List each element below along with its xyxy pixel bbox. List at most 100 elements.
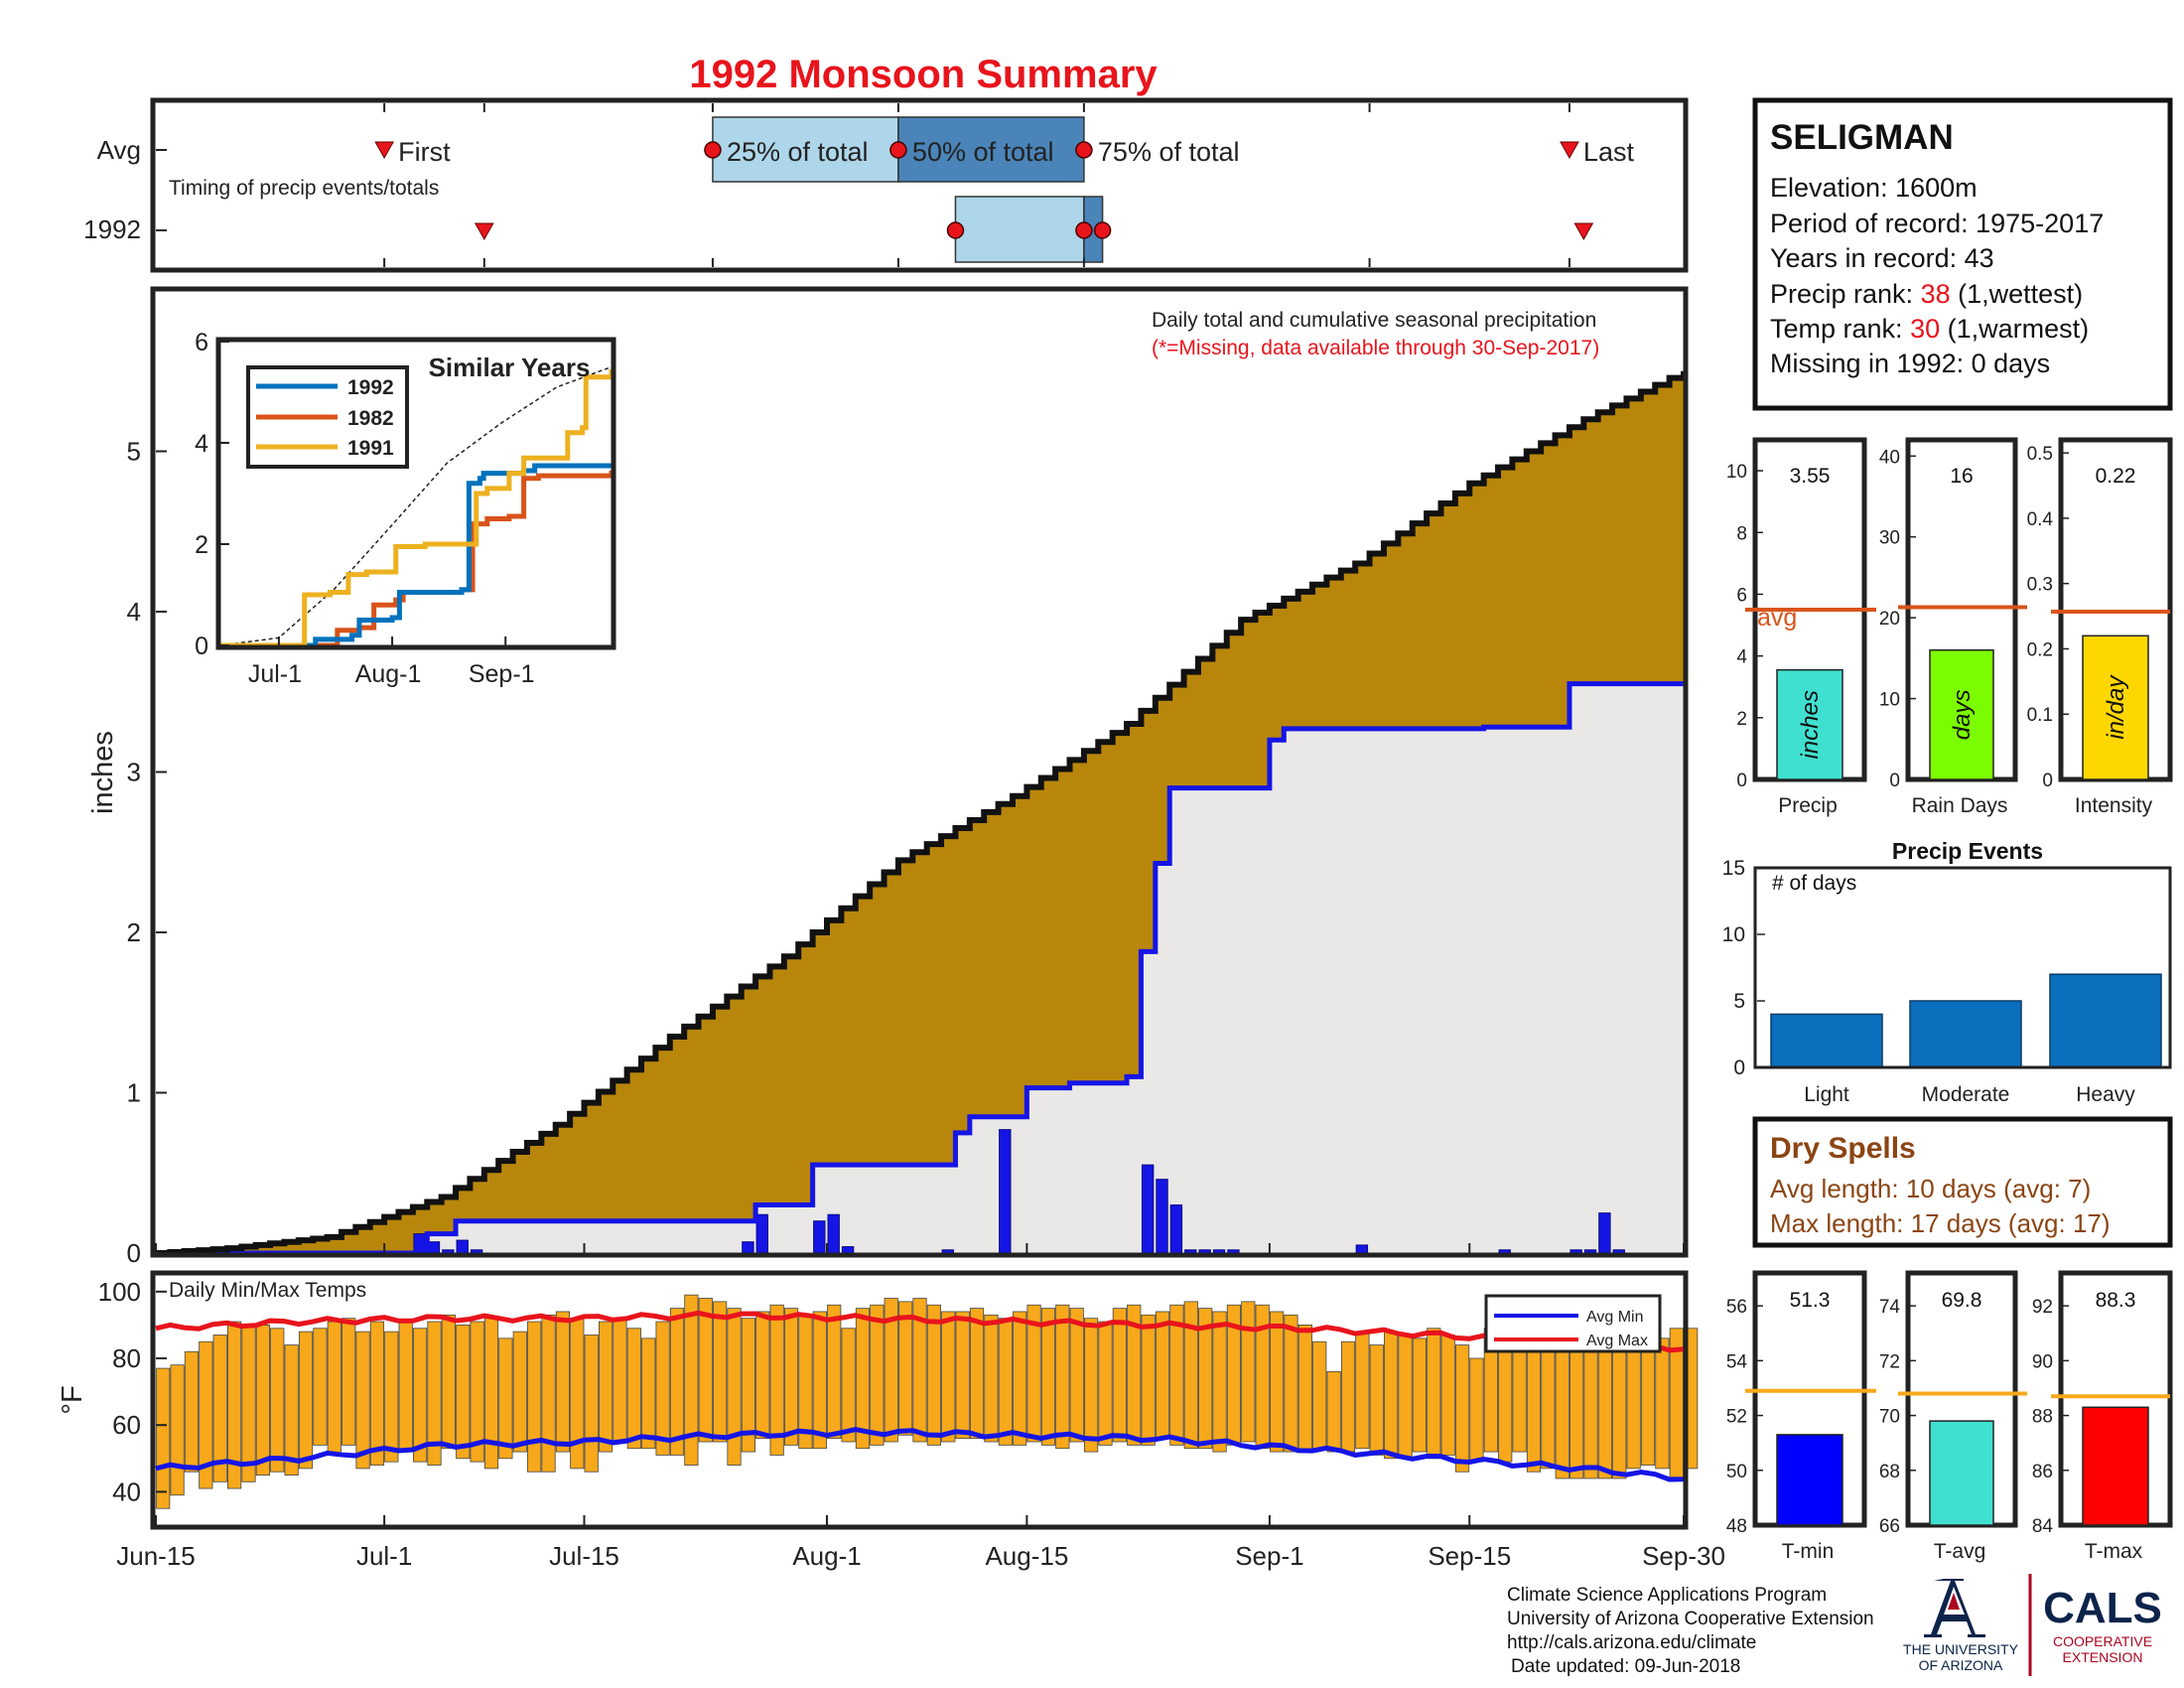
daily-temp-bar — [1655, 1337, 1670, 1470]
timing-bar-year-light — [954, 196, 1085, 263]
daily-temp-bar — [755, 1311, 770, 1440]
daily-temp-bar — [184, 1350, 200, 1473]
daily-temp-bar — [884, 1298, 898, 1443]
precip-tick-label: 4 — [1736, 647, 1747, 668]
event-label-heavy: Heavy — [2076, 1083, 2135, 1106]
daily-temp-bar — [498, 1337, 513, 1460]
daily-precip-bar — [1169, 1204, 1183, 1254]
precip-tick-label: 0 — [1736, 771, 1747, 791]
daily-temp-bar — [1526, 1337, 1542, 1473]
temps-y-tick-label: 40 — [112, 1477, 141, 1506]
x-tick-label: Jun-15 — [116, 1541, 196, 1571]
intensity-tick-label: 0.4 — [2027, 509, 2054, 530]
tmax-label: T-max — [2085, 1540, 2143, 1563]
daily-temp-bar — [941, 1311, 956, 1443]
x-tick-label: Sep-15 — [1428, 1541, 1511, 1571]
daily-temp-bar — [1583, 1340, 1598, 1479]
precip-chart-note: Daily total and cumulative seasonal prec… — [1152, 309, 1596, 332]
footer-line-3: http://cals.arizona.edu/climate — [1507, 1632, 1756, 1653]
tmin-value: 51.3 — [1790, 1289, 1831, 1312]
precip-y-tick-label: 3 — [127, 758, 141, 787]
daily-temp-bar — [555, 1311, 571, 1453]
daily-temp-bar — [156, 1367, 171, 1509]
daily-precip-bar — [427, 1241, 441, 1254]
tmax-value: 88.3 — [2096, 1289, 2136, 1312]
daily-temp-bar — [1454, 1344, 1470, 1473]
temps-y-tick-label: 80 — [112, 1343, 141, 1373]
precip-y-tick-label: 1 — [127, 1078, 141, 1108]
tavg-tick-label: 68 — [1879, 1462, 1900, 1482]
tavg-tick-label: 70 — [1879, 1407, 1900, 1428]
precip-chart-frame — [150, 286, 1689, 1258]
precip-bar — [1776, 668, 1843, 780]
figure-title: 1992 Monsoon Summary — [689, 53, 1158, 96]
event-label-moderate: Moderate — [1922, 1083, 2010, 1106]
cals-line-2: EXTENSION — [2063, 1649, 2143, 1665]
tmax-tick-label: 90 — [2032, 1351, 2053, 1372]
daily-temp-bar — [713, 1301, 728, 1443]
intensity-unit: in/day — [2103, 674, 2129, 740]
tmax-tick-label: 92 — [2032, 1297, 2053, 1318]
year-p75-marker — [1093, 221, 1112, 239]
daily-temp-bar — [341, 1318, 356, 1446]
daily-temp-bar — [1412, 1337, 1428, 1453]
tavg-value: 69.8 — [1942, 1289, 1982, 1312]
daily-temp-bar — [1597, 1331, 1612, 1479]
daily-temp-bar — [1570, 1347, 1584, 1479]
daily-temp-bar — [527, 1321, 542, 1473]
station-years: Years in record: 43 — [1770, 243, 1994, 273]
daily-temp-bar — [255, 1325, 270, 1477]
dry-spells-title: Dry Spells — [1770, 1132, 1916, 1165]
station-missing: Missing in 1992: 0 days — [1770, 349, 2050, 378]
rain_days-tick-label: 40 — [1879, 447, 1900, 468]
daily-precip-bar — [456, 1239, 469, 1254]
x-tick-label: Aug-15 — [985, 1541, 1068, 1571]
ua-line-2: OF ARIZONA — [1919, 1657, 2003, 1673]
precip-value: 3.55 — [1790, 465, 1831, 488]
arizona-a-icon — [1924, 1579, 1985, 1637]
daily-temp-bar — [1212, 1311, 1227, 1453]
similar-y-tick-label: 6 — [195, 329, 208, 356]
daily-precip-bar — [1598, 1212, 1611, 1254]
station-info: SELIGMAN Elevation: 1600m Period of reco… — [1752, 97, 2173, 411]
tmin-label: T-min — [1782, 1540, 1835, 1563]
cumulative-average-line — [156, 370, 1687, 1256]
daily-temp-bar — [1626, 1340, 1641, 1470]
x-tick-label: Sep-1 — [1235, 1541, 1303, 1571]
rain_days-label: Rain Days — [1912, 794, 2008, 817]
timing-bar-avg-dark — [897, 116, 1085, 183]
station-info-frame — [1752, 97, 2173, 411]
tmin-tick-label: 48 — [1726, 1516, 1747, 1537]
daily-temp-bar — [669, 1308, 685, 1456]
similar-y-tick-label: 0 — [195, 633, 208, 660]
arizona-a-inner-icon — [1948, 1593, 1960, 1610]
tmax-tick-label: 84 — [2032, 1516, 2054, 1537]
timing-label-year: 1992 — [83, 214, 141, 244]
rain_days-value: 16 — [1950, 465, 1973, 488]
event-bar-heavy — [2049, 973, 2162, 1068]
tavg-tick-label: 66 — [1879, 1516, 1900, 1537]
daily-temp-bar — [598, 1321, 614, 1453]
similar-y-tick-label: 2 — [195, 531, 208, 559]
tavg-tick-label: 74 — [1879, 1297, 1901, 1318]
daily-temp-bar — [355, 1331, 370, 1470]
similar-y-tick-label: 4 — [195, 430, 208, 458]
tavg-tick-label: 72 — [1879, 1351, 1900, 1372]
footer-line-4: Date updated: 09-Jun-2018 — [1511, 1656, 1740, 1677]
event-y-tick-label: 10 — [1722, 923, 1745, 946]
avg-min-line — [155, 1427, 1685, 1482]
daily-temp-bar — [313, 1328, 328, 1446]
daily-temp-bar — [984, 1314, 999, 1443]
daily-temp-bar — [626, 1328, 641, 1450]
daily-precip-bar — [841, 1246, 855, 1254]
daily-temp-bar — [1040, 1308, 1056, 1446]
daily-temp-bar — [1398, 1335, 1413, 1460]
cals-logo: CALS COOPERATIVE EXTENSION — [2043, 1584, 2162, 1665]
dry-spells-avg-length: Avg length: 10 days (avg: 7) — [1770, 1174, 2091, 1203]
rain_days-tick-label: 0 — [1889, 771, 1900, 791]
precip-y-axis-label: inches — [87, 731, 119, 814]
temp-rank-value: 30 — [1910, 314, 1940, 344]
cumulative-year-area — [156, 683, 1684, 1253]
precip-y-tick-label: 2 — [127, 917, 141, 947]
daily-temp-bar — [1469, 1357, 1484, 1463]
